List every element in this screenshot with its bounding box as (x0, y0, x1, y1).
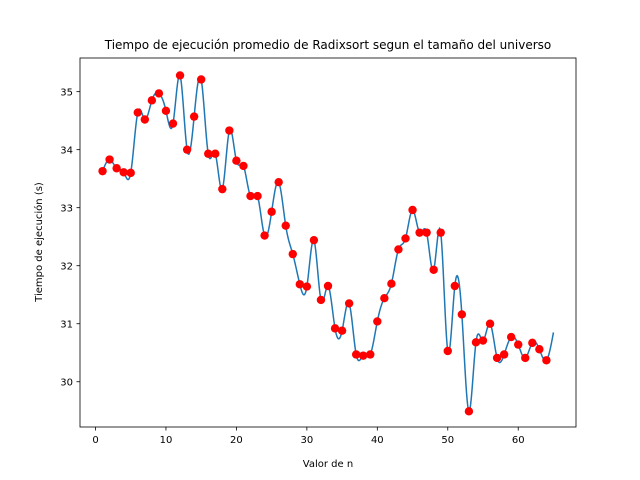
data-point (514, 340, 523, 349)
data-point (232, 156, 241, 165)
data-point (535, 345, 544, 354)
data-point (359, 351, 368, 360)
data-point (337, 326, 347, 335)
data-point (542, 356, 551, 365)
data-point (408, 205, 417, 215)
data-point (492, 353, 502, 363)
x-tick-label: 50 (441, 435, 454, 446)
x-tick-label: 30 (300, 435, 313, 446)
data-point (436, 228, 445, 237)
data-point (422, 228, 431, 237)
data-point (105, 155, 114, 164)
data-point (260, 231, 269, 240)
y-tick-label: 32 (60, 261, 73, 272)
data-point (133, 108, 142, 117)
y-tick-label: 34 (60, 145, 73, 156)
data-point (499, 350, 509, 359)
y-axis: 30 31 32 33 34 35 (60, 87, 80, 388)
plot-area (98, 71, 555, 416)
data-point (288, 249, 297, 259)
data-point (302, 282, 312, 291)
data-point (485, 319, 495, 328)
data-point (366, 350, 375, 359)
x-tick-label: 0 (92, 435, 98, 446)
data-point (351, 350, 361, 359)
data-point (380, 294, 389, 303)
data-point (464, 407, 474, 416)
data-point (196, 75, 206, 84)
data-point (323, 281, 333, 291)
data-point (344, 299, 354, 308)
data-point (204, 149, 213, 158)
chart-title: Tiempo de ejecución promedio de Radixsor… (104, 38, 551, 52)
x-axis: 0 10 20 30 40 50 60 (92, 427, 525, 446)
data-point (457, 310, 467, 319)
data-point (147, 96, 157, 105)
data-point (211, 149, 220, 158)
data-point (175, 71, 185, 80)
data-point (309, 235, 319, 245)
data-point (478, 336, 488, 345)
data-point (415, 228, 424, 237)
data-point (119, 168, 128, 177)
x-tick-label: 60 (512, 435, 525, 446)
data-point (246, 191, 255, 201)
y-tick-label: 31 (60, 319, 73, 330)
data-point (253, 191, 262, 201)
data-point (218, 184, 227, 194)
data-point (373, 317, 382, 326)
data-point (189, 112, 199, 121)
data-point (506, 332, 516, 342)
y-tick-label: 35 (60, 87, 73, 98)
data-point (330, 324, 340, 333)
data-point (239, 161, 248, 171)
data-point (401, 234, 410, 243)
y-tick-label: 30 (60, 377, 73, 388)
data-point (316, 295, 326, 305)
y-axis-label: Tiempo de ejecución (s) (33, 182, 45, 303)
data-point (443, 346, 452, 356)
y-tick-label: 33 (60, 203, 73, 214)
data-point (295, 280, 305, 289)
data-point (450, 281, 460, 291)
data-point (225, 126, 234, 135)
data-point (98, 166, 107, 176)
data-point (394, 245, 403, 254)
x-tick-label: 10 (160, 435, 173, 446)
data-point (281, 221, 290, 230)
axes-frame (79, 57, 577, 428)
data-point (429, 265, 438, 274)
data-point (140, 115, 150, 124)
data-point (267, 207, 276, 216)
x-axis-label: Valor de n (303, 459, 353, 470)
data-point (161, 106, 171, 116)
data-point (112, 164, 121, 173)
x-tick-label: 20 (230, 435, 243, 446)
data-point (471, 338, 481, 347)
data-point (274, 177, 283, 187)
x-tick-label: 40 (371, 435, 384, 446)
data-point (126, 168, 135, 178)
data-point (521, 353, 530, 363)
data-point (168, 119, 178, 128)
data-point (182, 145, 192, 154)
data-point (154, 89, 164, 98)
data-point (387, 279, 396, 288)
data-point (528, 338, 537, 348)
